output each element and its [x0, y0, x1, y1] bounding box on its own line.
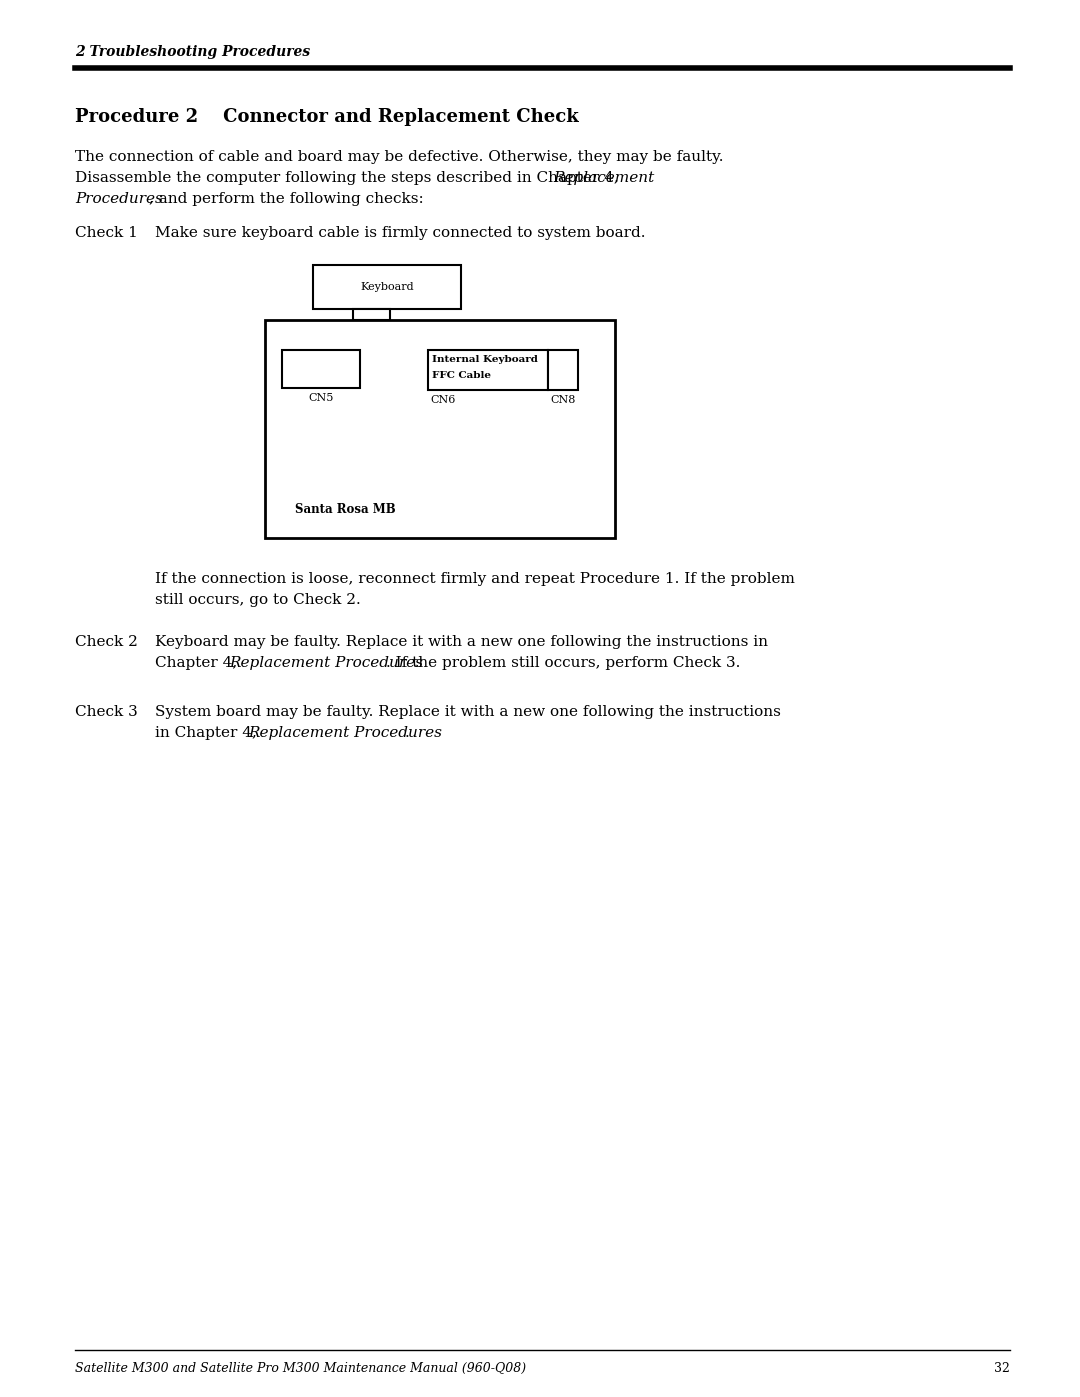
- Text: The connection of cable and board may be defective. Otherwise, they may be fault: The connection of cable and board may be…: [75, 149, 724, 163]
- Text: Replacement Procedures: Replacement Procedures: [229, 657, 423, 671]
- Text: Replacement Procedures: Replacement Procedures: [248, 726, 442, 740]
- Text: If the connection is loose, reconnect firmly and repeat Procedure 1. If the prob: If the connection is loose, reconnect fi…: [156, 571, 795, 585]
- Text: Make sure keyboard cable is firmly connected to system board.: Make sure keyboard cable is firmly conne…: [156, 226, 646, 240]
- Text: System board may be faulty. Replace it with a new one following the instructions: System board may be faulty. Replace it w…: [156, 705, 781, 719]
- Text: .: .: [405, 726, 409, 740]
- Text: Procedures: Procedures: [75, 191, 163, 205]
- Text: FFC Cable: FFC Cable: [432, 372, 491, 380]
- Text: Check 2: Check 2: [75, 636, 138, 650]
- Bar: [282, 351, 360, 388]
- Text: Check 3: Check 3: [75, 705, 138, 719]
- Text: CN8: CN8: [551, 395, 576, 405]
- Text: 32: 32: [994, 1362, 1010, 1375]
- Bar: [353, 309, 390, 320]
- Text: , and perform the following checks:: , and perform the following checks:: [149, 191, 423, 205]
- Text: 2 Troubleshooting Procedures: 2 Troubleshooting Procedures: [75, 45, 310, 59]
- Text: CN6: CN6: [430, 395, 456, 405]
- Text: Keyboard: Keyboard: [361, 282, 414, 292]
- Text: Procedure 2    Connector and Replacement Check: Procedure 2 Connector and Replacement Ch…: [75, 108, 579, 126]
- Text: CN5: CN5: [308, 393, 334, 402]
- Text: Internal Keyboard: Internal Keyboard: [432, 355, 538, 365]
- Text: Replacement: Replacement: [553, 170, 654, 184]
- Bar: [428, 351, 548, 390]
- Text: Chapter 4,: Chapter 4,: [156, 657, 242, 671]
- Text: still occurs, go to Check 2.: still occurs, go to Check 2.: [156, 592, 361, 608]
- Text: in Chapter 4,: in Chapter 4,: [156, 726, 261, 740]
- Text: Santa Rosa MB: Santa Rosa MB: [295, 503, 395, 515]
- Text: . If the problem still occurs, perform Check 3.: . If the problem still occurs, perform C…: [386, 657, 741, 671]
- Text: Disassemble the computer following the steps described in Chapter 4,: Disassemble the computer following the s…: [75, 170, 623, 184]
- Text: Check 1: Check 1: [75, 226, 138, 240]
- Text: Keyboard may be faulty. Replace it with a new one following the instructions in: Keyboard may be faulty. Replace it with …: [156, 636, 768, 650]
- Bar: [313, 265, 461, 309]
- Bar: [265, 320, 615, 538]
- Text: Satellite M300 and Satellite Pro M300 Maintenance Manual (960-Q08): Satellite M300 and Satellite Pro M300 Ma…: [75, 1362, 526, 1375]
- Bar: [548, 351, 578, 390]
